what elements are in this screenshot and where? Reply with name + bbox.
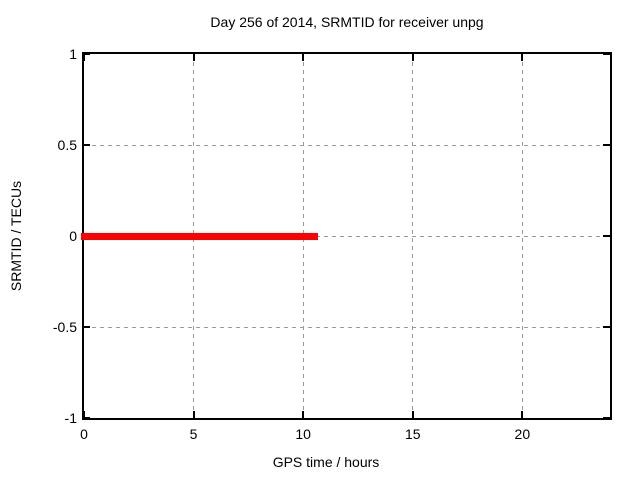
x-tick-bottom xyxy=(411,411,414,418)
x-tick-top xyxy=(411,54,414,61)
x-tick-top xyxy=(521,54,524,61)
x-tick-bottom xyxy=(83,411,85,418)
x-tick-top xyxy=(302,54,305,61)
data-line xyxy=(80,232,318,240)
gridline-horizontal xyxy=(84,326,610,328)
x-tick-top xyxy=(192,54,195,61)
x-tick-label: 20 xyxy=(514,426,531,442)
y-tick-label: 0 xyxy=(69,228,77,244)
plot-area xyxy=(80,52,612,420)
x-axis-label: GPS time / hours xyxy=(272,454,380,470)
y-tick-label: -0.5 xyxy=(52,319,77,335)
y-tick-left xyxy=(82,144,90,146)
x-tick-label: 0 xyxy=(80,426,88,442)
y-tick-left xyxy=(82,326,90,328)
y-tick-right xyxy=(603,53,610,55)
y-tick-right xyxy=(603,326,610,328)
gridline-horizontal xyxy=(84,235,610,237)
x-tick-bottom xyxy=(521,411,524,418)
x-tick-bottom xyxy=(192,411,195,418)
y-tick-label: 0.5 xyxy=(57,137,77,153)
y-tick-right xyxy=(603,417,610,419)
y-tick-right xyxy=(603,235,610,237)
x-tick-top xyxy=(83,54,85,61)
x-tick-label: 5 xyxy=(189,426,198,442)
y-tick-right xyxy=(603,144,610,146)
y-tick-left xyxy=(82,53,90,55)
x-tick-bottom xyxy=(302,411,305,418)
gridline-horizontal xyxy=(84,144,610,146)
y-tick-label: 1 xyxy=(69,46,77,62)
y-tick-label: -1 xyxy=(64,410,77,426)
x-tick-label: 15 xyxy=(404,426,421,442)
chart-title: Day 256 of 2014, SRMTID for receiver unp… xyxy=(210,14,484,30)
y-tick-left xyxy=(82,417,90,419)
x-tick-label: 10 xyxy=(295,426,311,442)
